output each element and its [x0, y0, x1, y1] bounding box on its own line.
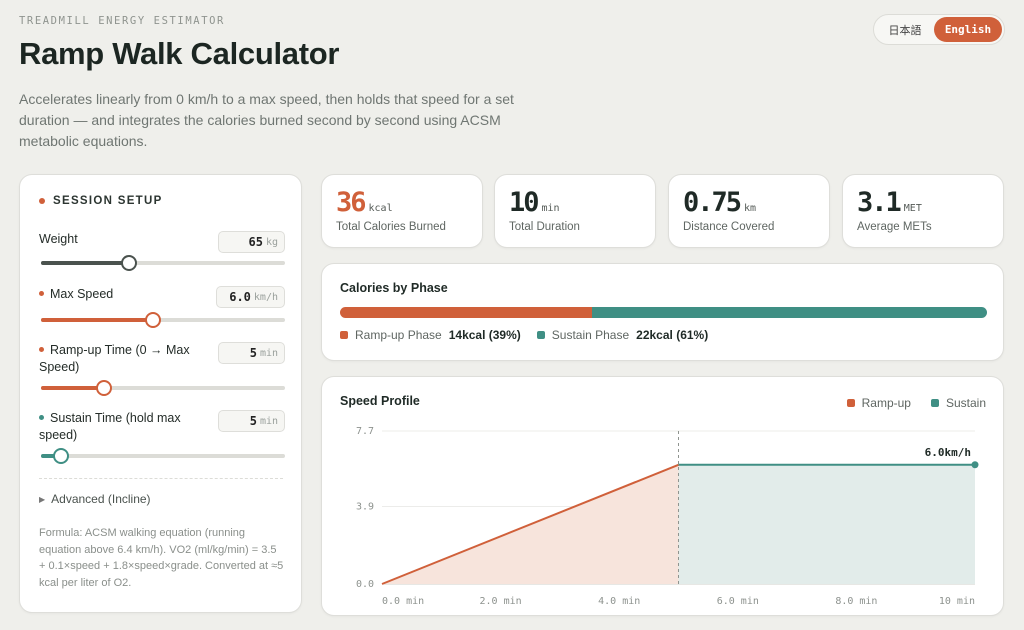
language-english-button[interactable]: English [934, 17, 1002, 42]
heading-dot-icon [39, 198, 45, 204]
stat-unit: kcal [368, 203, 393, 214]
setup-divider [39, 478, 283, 479]
formula-note: Formula: ACSM walking equation (running … [39, 527, 284, 589]
sustain-time-slider[interactable] [41, 448, 285, 464]
sustain-time-slider-fill [41, 454, 61, 458]
stat-card-mets: 3.1 MET Average METs [842, 174, 1004, 248]
stat-value: 3.1 [857, 187, 902, 218]
stat-unit: MET [903, 203, 922, 214]
sustain-time-label: Sustain Time (hold max speed) [39, 411, 181, 442]
page-title: Ramp Walk Calculator [19, 36, 340, 71]
session-setup-heading: SESSION SETUP [39, 195, 163, 207]
sustain-phase-segment [592, 307, 987, 318]
ramp-phase-segment [340, 307, 593, 318]
stat-value: 0.75 [683, 187, 742, 218]
stat-value: 10 [509, 187, 539, 218]
weight-slider[interactable] [41, 255, 285, 271]
session-setup-card: SESSION SETUP Weight 65 kg Max Speed 6.0… [19, 174, 302, 613]
ramp-swatch-icon [340, 331, 348, 339]
ramp-line [381, 463, 679, 585]
weight-slider-fill [41, 261, 129, 265]
weight-value-input[interactable]: 65 kg [218, 231, 285, 253]
stat-value: 36 [336, 187, 366, 218]
calories-by-phase-card: Calories by Phase Ramp-up Phase 14kcal (… [321, 263, 1004, 361]
ramp-time-slider-fill [41, 386, 105, 390]
max-speed-value-input[interactable]: 6.0 km/h [216, 286, 285, 308]
stat-card-duration: 10 min Total Duration [494, 174, 656, 248]
ramp-dot-icon [39, 291, 44, 297]
sustain-time-slider-thumb[interactable] [52, 448, 69, 464]
chevron-right-icon: ▶ [39, 495, 46, 504]
x-tick-label: 6.0 min [717, 596, 759, 607]
sustain-swatch-icon [930, 399, 939, 407]
chart-title: Speed Profile [340, 394, 420, 408]
sustain-time-value-input[interactable]: 5 min [218, 410, 285, 432]
ramp-dot-icon [39, 347, 44, 353]
chart-legend: Ramp-up Sustain [827, 396, 986, 410]
x-tick-label: 0.0 min [382, 596, 424, 607]
ramp-time-field: Ramp-up Time (0 → Max Speed) 5 min [39, 342, 285, 396]
stat-label: Distance Covered [683, 221, 775, 233]
max-speed-slider-thumb[interactable] [145, 312, 162, 328]
max-speed-field: Max Speed 6.0 km/h [39, 286, 285, 328]
max-speed-slider[interactable] [41, 312, 285, 328]
end-value-label: 6.0km/h [925, 446, 971, 459]
phase-card-title: Calories by Phase [340, 281, 448, 295]
weight-slider-thumb[interactable] [120, 255, 137, 271]
sustain-time-field: Sustain Time (hold max speed) 5 min [39, 410, 285, 464]
weight-label: Weight [39, 232, 78, 246]
x-tick-label: 2.0 min [480, 596, 522, 607]
stat-card-distance: 0.75 km Distance Covered [668, 174, 830, 248]
x-tick-label: 8.0 min [835, 596, 877, 607]
ramp-time-label: Ramp-up Time (0 → Max Speed) [39, 343, 190, 374]
max-speed-label: Max Speed [39, 286, 199, 303]
speed-profile-card: 0.0 3.9 7.7 0.0 min 2.0 min 4.0 min 6.0 min 8.0… [321, 376, 1004, 616]
ramp-phase-value: 14kcal (39%) [448, 328, 521, 342]
sustain-phase-value: 22kcal (61%) [636, 328, 709, 342]
sustain-phase-name: Sustain Phase [551, 328, 630, 342]
stat-card-calories: 36 kcal Total Calories Burned [321, 174, 483, 248]
x-tick-label: 4.0 min [598, 596, 640, 607]
ramp-time-slider[interactable] [41, 380, 285, 396]
legend-item-sustain: Sustain [930, 396, 986, 410]
phase-split-bar [340, 307, 987, 318]
stat-label: Average METs [857, 221, 932, 233]
end-point [971, 461, 979, 469]
y-tick-label: 3.9 [356, 502, 374, 513]
sustain-area [678, 464, 975, 584]
language-switch: 日本語 English [873, 14, 1005, 45]
sustain-swatch-icon [536, 331, 545, 339]
advanced-incline-toggle[interactable]: ▶ Advanced (Incline) [39, 492, 151, 506]
sustain-dot-icon [39, 415, 44, 421]
y-tick-label: 7.7 [356, 426, 374, 437]
ramp-swatch-icon [846, 399, 855, 407]
stat-label: Total Calories Burned [336, 221, 446, 233]
speed-profile-chart: 0.0 3.9 7.7 0.0 min 2.0 min 4.0 min 6.0 min 8.0… [356, 426, 979, 607]
ramp-time-slider-thumb[interactable] [96, 380, 113, 396]
legend-item-ramp: Ramp-up [846, 396, 911, 410]
stat-unit: km [744, 203, 757, 214]
y-tick-label: 0.0 [356, 579, 374, 590]
app-eyebrow: TREADMILL ENERGY ESTIMATOR [19, 15, 225, 27]
weight-field: Weight 65 kg [39, 231, 285, 271]
max-speed-slider-fill [41, 318, 154, 322]
ramp-time-value-input[interactable]: 5 min [218, 342, 285, 364]
language-japanese-button[interactable]: 日本語 [888, 24, 922, 37]
page-description: Accelerates linearly from 0 km/h to a ma… [19, 91, 514, 149]
x-tick-label: 10 min [939, 596, 975, 607]
phase-legend: Ramp-up Phase 14kcal (39%) Sustain Phase… [340, 328, 724, 342]
stat-label: Total Duration [509, 221, 580, 233]
stat-unit: min [541, 203, 560, 214]
ramp-phase-name: Ramp-up Phase [355, 328, 442, 342]
